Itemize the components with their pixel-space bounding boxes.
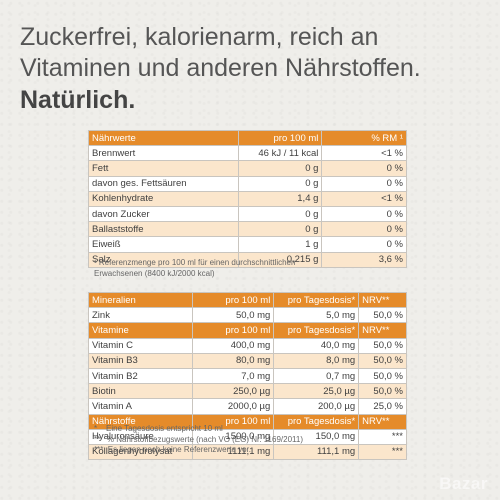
table-cell: 1111,1 mg (191, 443, 275, 461)
headline: Zuckerfrei, kalorienarm, reich an Vitami… (20, 22, 490, 116)
table-cell: 7,0 mg (191, 367, 275, 385)
table-cell: 0 % (321, 221, 407, 238)
table-cell: 1,4 g (237, 190, 323, 207)
table-cell: 400,0 mg (191, 337, 275, 354)
table-cell: 50,0 % (358, 367, 407, 385)
table-cell: Kohlenhydrate (88, 190, 239, 207)
table-cell: 40,0 mg (273, 337, 360, 354)
table-cell: Eiweiß (88, 236, 239, 253)
table-cell: 0,215 g (237, 251, 323, 268)
header-cell: pro 100 ml (191, 291, 275, 309)
headline-line-1: Zuckerfrei, kalorienarm, reich an (20, 23, 379, 51)
table-cell: 46 kJ / 11 kcal (237, 145, 323, 162)
table-cell: Hyaluronsäure (88, 428, 193, 445)
table-cell: 0 g (237, 160, 323, 177)
table-row: Vitamin A 2000,0 µg 200,0 µg 25,0 % (88, 398, 407, 415)
table-cell: 0 % (321, 236, 407, 253)
table-row: Brennwert 46 kJ / 11 kcal <1 % (88, 145, 407, 162)
table-cell: davon ges. Fettsäuren (88, 175, 239, 192)
footnote: *** Es liegen noch keine Referenzwerte v… (94, 445, 251, 454)
nutrition-header-row: Nährwerte pro 100 ml % RM ¹ (88, 129, 407, 147)
table-cell: 0 g (237, 175, 323, 192)
header-cell: NRV** (358, 413, 407, 430)
table-cell: 0 g (237, 205, 323, 223)
table-cell: 5,0 mg (273, 307, 360, 324)
header-cell: NRV** (358, 322, 407, 339)
table-cell: 2000,0 µg (191, 398, 275, 415)
micronutrient-table: Mineralien pro 100 ml pro Tagesdosis* NR… (88, 291, 407, 461)
header-cell: pro Tagesdosis* (273, 291, 360, 309)
table-cell: 0 % (321, 205, 407, 223)
minerals-header-row: Mineralien pro 100 ml pro Tagesdosis* NR… (88, 291, 407, 309)
footnote: * Eine Tagesdosis entspricht 10 ml (94, 424, 223, 433)
table-row: Kollagenhydrolysat 1111,1 mg 111,1 mg *** (88, 443, 407, 461)
header-cell: Vitamine (88, 322, 193, 339)
table-cell: <1 % (321, 190, 407, 207)
table-row: Biotin 250,0 µg 25,0 µg 50,0 % (88, 383, 407, 400)
headline-line-3: Natürlich. (20, 86, 136, 114)
header-cell: % RM ¹ (321, 129, 407, 147)
table-row: Vitamin B3 80,0 mg 8,0 mg 50,0 % (88, 352, 407, 369)
table-cell: 0,7 mg (273, 367, 360, 385)
header-cell: pro 100 ml (237, 129, 323, 147)
table-cell: 50,0 % (358, 352, 407, 369)
table-row: Zink 50,0 mg 5,0 mg 50,0 % (88, 307, 407, 324)
footnote: ** % Nährstoffbezugswerte (nach VO (EG) … (94, 434, 303, 444)
table-cell: 8,0 mg (273, 352, 360, 369)
table-cell: Fett (88, 160, 239, 177)
header-cell: Nährwerte (88, 129, 239, 147)
header-cell: pro Tagesdosis* (273, 322, 360, 339)
table-cell: Kollagenhydrolysat (88, 443, 193, 461)
table-cell: 111,1 mg (273, 443, 360, 461)
table-cell: 25,0 µg (273, 383, 360, 400)
header-cell: Mineralien (88, 291, 193, 309)
table-cell: <1 % (321, 145, 407, 162)
table-cell: Vitamin B2 (88, 367, 193, 385)
table-cell: Vitamin C (88, 337, 193, 354)
table-cell: 200,0 µg (273, 398, 360, 415)
table-cell: 50,0 % (358, 383, 407, 400)
header-cell: pro 100 ml (191, 322, 275, 339)
table-cell: 50,0 % (358, 337, 407, 354)
table-cell: Zink (88, 307, 193, 324)
table-cell: 0 % (321, 160, 407, 177)
table-cell: 1 g (237, 236, 323, 253)
table-cell: 250,0 µg (191, 383, 275, 400)
footnotes: * Eine Tagesdosis entspricht 10 ml ** % … (94, 424, 303, 456)
reference-note: ¹ Referenzmenge pro 100 ml für einen dur… (94, 258, 296, 278)
table-cell: davon Zucker (88, 205, 239, 223)
table-row: Vitamin B2 7,0 mg 0,7 mg 50,0 % (88, 367, 407, 385)
table-row: Vitamin C 400,0 mg 40,0 mg 50,0 % (88, 337, 407, 354)
table-cell: 50,0 mg (191, 307, 275, 324)
table-cell: Biotin (88, 383, 193, 400)
table-row: Hyaluronsäure 1500,0 mg 150,0 mg *** (88, 428, 407, 445)
table-cell: *** (358, 428, 407, 445)
headline-line-2: Vitaminen und anderen Nährstoffen. (20, 54, 421, 82)
table-cell: Vitamin B3 (88, 352, 193, 369)
table-cell: 25,0 % (358, 398, 407, 415)
table-cell: Brennwert (88, 145, 239, 162)
header-cell: NRV** (358, 291, 407, 309)
table-cell: 80,0 mg (191, 352, 275, 369)
nutrition-table: Nährwerte pro 100 ml % RM ¹ Brennwert 46 … (88, 129, 407, 268)
table-cell: Ballaststoffe (88, 221, 239, 238)
table-cell: 0 % (321, 175, 407, 192)
table-cell: 50,0 % (358, 307, 407, 324)
table-cell: 150,0 mg (273, 428, 360, 445)
table-cell: *** (358, 443, 407, 461)
table-cell: 0 g (237, 221, 323, 238)
vitamins-header-row: Vitamine pro 100 ml pro Tagesdosis* NRV*… (88, 322, 407, 339)
nutrients-header-row: Nährstoffe pro 100 ml pro Tagesdosis* NR… (88, 413, 407, 430)
table-cell: Vitamin A (88, 398, 193, 415)
table-row: Kohlenhydrate 1,4 g <1 % (88, 190, 407, 207)
watermark-logo: Bazar (439, 474, 488, 493)
table-cell: 3,6 % (321, 251, 407, 268)
table-row: Salz 0,215 g 3,6 % (88, 251, 407, 268)
